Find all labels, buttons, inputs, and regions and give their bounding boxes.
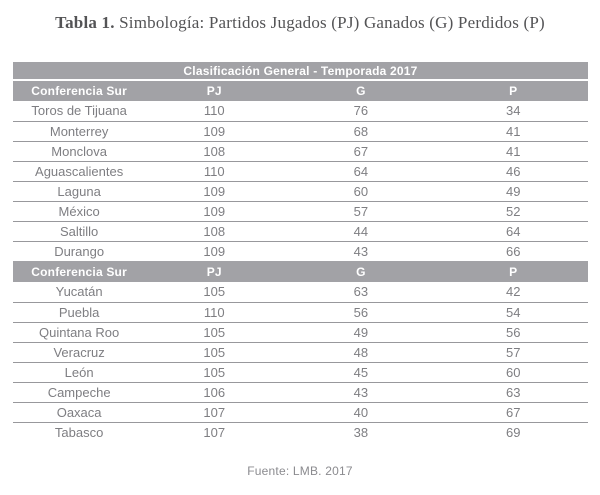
p-value-cell: 57 [438, 342, 588, 363]
g-value-cell: 57 [283, 201, 439, 222]
pj-value-cell: 110 [145, 302, 284, 323]
table-caption: Tabla 1. Simbología: Partidos Jugados (P… [0, 0, 600, 33]
pj-value-cell: 110 [145, 161, 284, 182]
p-value-cell: 52 [438, 201, 588, 222]
column-header-g: G [283, 80, 439, 101]
p-value-cell: 49 [438, 181, 588, 202]
pj-value-cell: 105 [145, 342, 284, 363]
p-value-cell: 34 [438, 101, 588, 122]
column-header-pj: PJ [145, 261, 284, 282]
table-row: Campeche 106 43 63 [13, 382, 588, 403]
pj-value-cell: 108 [145, 141, 284, 162]
team-name-cell: Campeche [13, 382, 146, 403]
column-header-p: P [438, 80, 588, 101]
pj-value-cell: 106 [145, 382, 284, 403]
p-value-cell: 56 [438, 322, 588, 343]
team-name-cell: Quintana Roo [13, 322, 146, 343]
p-value-cell: 60 [438, 362, 588, 383]
p-value-cell: 63 [438, 382, 588, 403]
table-row: Puebla 110 56 54 [13, 302, 588, 323]
g-value-cell: 68 [283, 121, 439, 142]
team-name-cell: Puebla [13, 302, 146, 323]
p-value-cell: 69 [506, 424, 521, 440]
g-value-cell: 63 [283, 282, 439, 303]
column-header-p: P [438, 261, 588, 282]
table-row: Durango 109 43 66 [13, 241, 588, 261]
p-value-cell: 66 [506, 243, 521, 259]
g-value-cell: 45 [283, 362, 439, 383]
g-value-cell: 76 [283, 101, 439, 122]
g-value-cell: 56 [283, 302, 439, 323]
pj-value-cell: 109 [145, 121, 284, 142]
g-value-cell: 38 [353, 424, 369, 440]
table-row: Aguascalientes 110 64 46 [13, 161, 588, 182]
table-caption-text: Simbología: Partidos Jugados (PJ) Ganado… [119, 13, 545, 32]
column-header-team: Conferencia Sur [13, 261, 146, 282]
pj-value-cell: 108 [145, 221, 284, 242]
g-value-cell: 40 [283, 402, 439, 423]
p-value-cell: 46 [438, 161, 588, 182]
table-row: Saltillo 108 44 64 [13, 221, 588, 242]
team-name-cell: Laguna [13, 181, 146, 202]
source-note: Fuente: LMB. 2017 [247, 464, 353, 478]
table-row: Monterrey 109 68 41 [13, 121, 588, 142]
team-name-cell: Oaxaca [13, 402, 146, 423]
table-main-header: Clasificación General - Temporada 2017 [13, 62, 588, 81]
table-row: Monclova 108 67 41 [13, 141, 588, 162]
g-value-cell: 44 [283, 221, 439, 242]
table-row: León 105 45 60 [13, 362, 588, 383]
pj-value-cell: 105 [145, 362, 284, 383]
table-row: Yucatán 105 63 42 [13, 282, 588, 303]
p-value-cell: 67 [438, 402, 588, 423]
pj-value-cell: 109 [203, 243, 226, 259]
g-value-cell: 64 [283, 161, 439, 182]
g-value-cell: 60 [283, 181, 439, 202]
pj-value-cell: 105 [145, 322, 284, 343]
column-header-g: G [283, 261, 439, 282]
p-value-cell: 41 [438, 141, 588, 162]
table-row: Veracruz 105 48 57 [13, 342, 588, 363]
g-value-cell: 43 [283, 382, 439, 403]
team-name-cell: Saltillo [13, 221, 146, 242]
column-header-team: Conferencia Sur [13, 80, 146, 101]
team-name-cell: Monclova [13, 141, 146, 162]
team-name-cell: León [13, 362, 146, 383]
pj-value-cell: 107 [145, 402, 284, 423]
team-name-cell: Aguascalientes [13, 161, 146, 182]
pj-value-cell: 110 [145, 101, 284, 122]
g-value-cell: 67 [283, 141, 439, 162]
team-name-cell: Tabasco [54, 424, 104, 440]
table-row: Oaxaca 107 40 67 [13, 402, 588, 423]
pj-value-cell: 109 [145, 201, 284, 222]
g-value-cell: 43 [353, 243, 369, 259]
team-name-cell: Yucatán [13, 282, 146, 303]
table-row: Laguna 109 60 49 [13, 181, 588, 202]
team-name-cell: Veracruz [13, 342, 146, 363]
table-row: Quintana Roo 105 49 56 [13, 322, 588, 343]
table-caption-label: Tabla 1. [55, 13, 115, 32]
pj-value-cell: 109 [145, 181, 284, 202]
pj-value-cell: 107 [203, 424, 226, 440]
team-name-cell: México [13, 201, 146, 222]
team-name-cell: Toros de Tijuana [13, 101, 146, 122]
p-value-cell: 54 [438, 302, 588, 323]
table-row: Toros de Tijuana 110 76 34 [13, 101, 588, 122]
standings-table: Clasificación General - Temporada 2017 C… [13, 62, 588, 442]
p-value-cell: 41 [438, 121, 588, 142]
table-row: México 109 57 52 [13, 201, 588, 222]
team-name-cell: Durango [54, 243, 105, 259]
section-header-row-0: Conferencia Sur PJ G P [13, 80, 588, 101]
g-value-cell: 49 [283, 322, 439, 343]
table-main-header-row: Clasificación General - Temporada 2017 [13, 62, 588, 81]
column-header-pj: PJ [145, 80, 284, 101]
p-value-cell: 42 [438, 282, 588, 303]
team-name-cell: Monterrey [13, 121, 146, 142]
table-row: Tabasco 107 38 69 [13, 422, 588, 442]
pj-value-cell: 105 [145, 282, 284, 303]
section-header-row-1: Conferencia Sur PJ G P [13, 261, 588, 282]
g-value-cell: 48 [283, 342, 439, 363]
p-value-cell: 64 [438, 221, 588, 242]
